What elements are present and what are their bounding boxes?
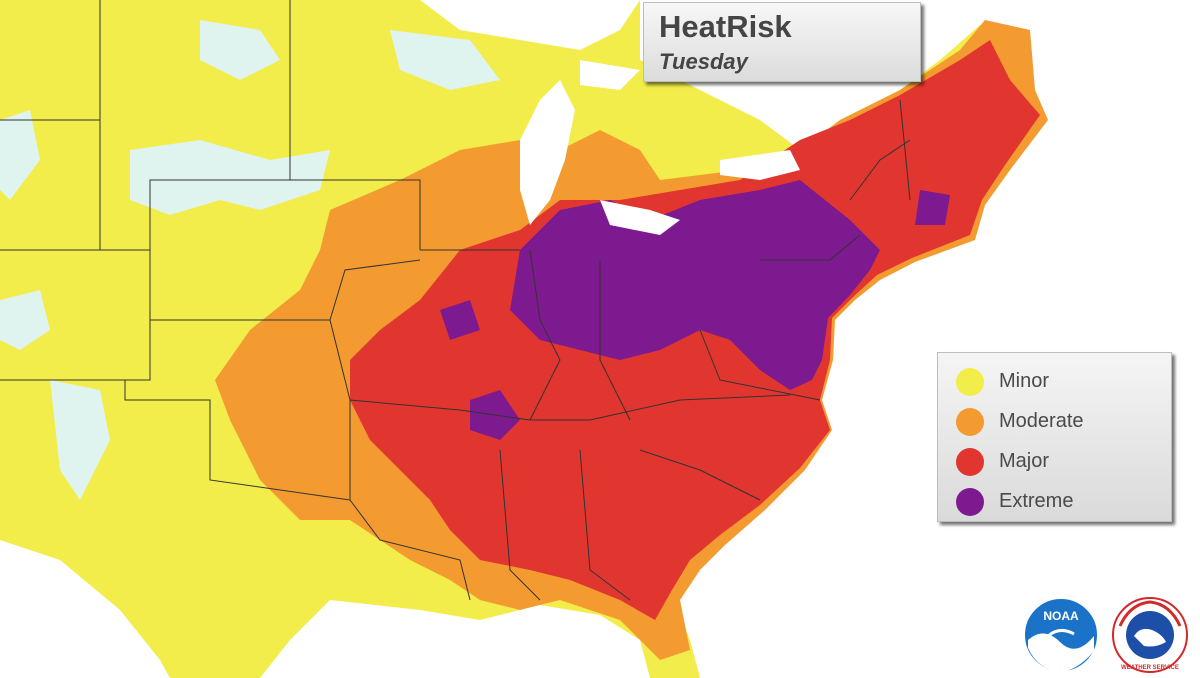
legend-label-moderate: Moderate (999, 410, 1084, 432)
nws-logo-icon: WEATHER SERVICE (1112, 597, 1188, 673)
title-panel: HeatRisk Tuesday (643, 2, 921, 82)
legend-item-moderate: Moderate (956, 404, 1166, 440)
legend-swatch-extreme (956, 488, 984, 516)
legend-swatch-moderate (956, 408, 984, 436)
legend-label-extreme: Extreme (999, 490, 1074, 512)
state-borders (0, 0, 911, 601)
legend: Minor Moderate Major Extreme (937, 352, 1172, 522)
area-extreme (510, 180, 880, 390)
legend-item-minor: Minor (956, 364, 1166, 400)
legend-label-minor: Minor (999, 370, 1050, 392)
legend-item-major: Major (956, 444, 1166, 480)
svg-text:NOAA: NOAA (1043, 609, 1079, 623)
svg-text:WEATHER SERVICE: WEATHER SERVICE (1121, 665, 1179, 671)
legend-swatch-major (956, 448, 984, 476)
legend-label-major: Major (999, 450, 1050, 472)
map-subtitle: Tuesday (659, 49, 748, 74)
legend-item-extreme: Extreme (956, 484, 1166, 520)
noaa-logo-icon: NOAA (1023, 597, 1099, 673)
none-risk-areas (0, 20, 500, 500)
legend-swatch-minor (956, 368, 984, 396)
map-title: HeatRisk (659, 9, 792, 44)
